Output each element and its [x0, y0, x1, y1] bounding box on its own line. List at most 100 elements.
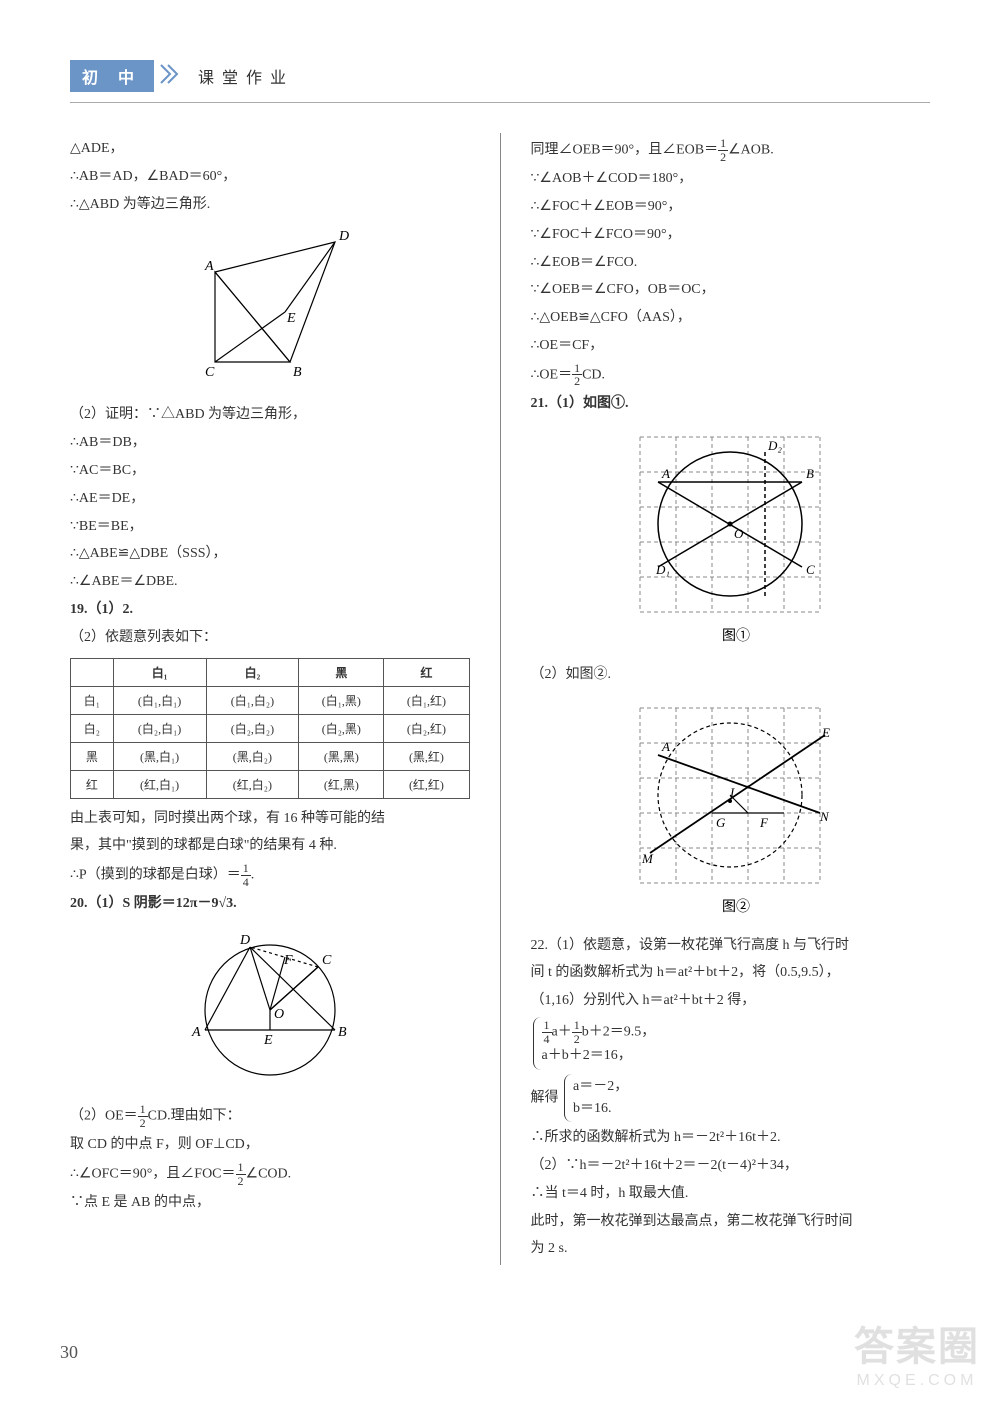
text-line: 间 t 的函数解析式为 h＝at²＋bt＋2，将（0.5,9.5）， [531, 961, 931, 985]
svg-text:D₁: D₁ [655, 562, 670, 577]
svg-text:D: D [239, 933, 250, 948]
column-divider [500, 133, 501, 1265]
figure-grid-1: A B C D₁ D₂ O 图① [531, 422, 931, 657]
table-cell: (红,白₂) [206, 770, 299, 798]
table-cell: (白₂,红) [384, 714, 469, 742]
text-line: ∴△ABE≌△DBE（SSS）， [70, 542, 470, 566]
table-cell: (黑,白₂) [206, 742, 299, 770]
svg-text:C: C [322, 953, 332, 968]
table-cell: (红,白₁) [113, 770, 206, 798]
table-cell: (白₁,白₂) [206, 686, 299, 714]
text-line: 由上表可知，同时摸出两个球，有 16 种等可能的结 [70, 807, 470, 831]
header-right: 课堂作业 [190, 64, 294, 88]
text-line: ∴AB＝DB， [70, 431, 470, 455]
text-line: 21.（1）如图①. [531, 392, 931, 416]
left-column: △ADE， ∴AB＝AD，∠BAD＝60°， ∴△ABD 为等边三角形. A B [70, 133, 470, 1265]
header-rule [70, 102, 930, 103]
svg-text:N: N [819, 809, 830, 824]
text-line: （2）如图②. [531, 663, 931, 687]
svg-text:F: F [283, 953, 293, 968]
text-line: ∵∠AOB＋∠COD＝180°， [531, 167, 931, 191]
table-cell: (白₂,白₁) [113, 714, 206, 742]
text-line: 此时，第一枚花弹到达最高点，第二枚花弹飞行时间 [531, 1210, 931, 1234]
text-line: 为 2 s. [531, 1237, 931, 1261]
svg-text:O: O [274, 1007, 284, 1022]
header-left: 初 中 [70, 60, 154, 92]
table-cell: (黑,黑) [299, 742, 384, 770]
watermark: 答案圈 MXQE.COM [854, 1314, 980, 1390]
text-line: ∴OE＝12CD. [531, 362, 931, 388]
text-line: （1,16）分别代入 h＝at²＋bt＋2 得， [531, 989, 931, 1013]
svg-text:A: A [661, 466, 670, 481]
svg-text:图①: 图① [722, 628, 750, 644]
text-line: 19.（1）2. [70, 598, 470, 622]
svg-text:C: C [205, 365, 215, 380]
svg-text:E: E [286, 311, 296, 326]
text-line: ∴∠OFC＝90°，且∠FOC＝12∠COD. [70, 1161, 470, 1187]
watermark-title: 答案圈 [854, 1314, 980, 1372]
svg-text:E: E [263, 1033, 273, 1048]
text-line: ∴AE＝DE， [70, 487, 470, 511]
figure-triangle-abcde: A B C D E [70, 222, 470, 397]
text-line: 果，其中"摸到的球都是白球"的结果有 4 种. [70, 834, 470, 858]
table-cell: 黑 [299, 658, 384, 686]
text-line: 同理∠OEB＝90°，且∠EOB＝12∠AOB. [531, 137, 931, 163]
figure-circle-abcdefo: A B C D E F O [70, 922, 470, 1097]
svg-text:D₂: D₂ [767, 438, 782, 453]
table-cell: 红 [384, 658, 469, 686]
table-cell: (白₂,黑) [299, 714, 384, 742]
text-line: （2）∵h＝－2t²＋16t＋2＝－2(t－4)²＋34， [531, 1154, 931, 1178]
table-cell [71, 658, 114, 686]
text-line: （2）证明：∵△ABD 为等边三角形， [70, 403, 470, 427]
table-cell: 黑 [71, 742, 114, 770]
text-line: ∴△OEB≌△CFO（AAS）， [531, 306, 931, 330]
svg-text:O: O [734, 526, 744, 541]
text-line: ∴∠FOC＋∠EOB＝90°， [531, 195, 931, 219]
svg-text:C: C [806, 562, 815, 577]
text-line: ∵点 E 是 AB 的中点， [70, 1191, 470, 1215]
text-line: ∴∠ABE＝∠DBE. [70, 570, 470, 594]
table-cell: 红 [71, 770, 114, 798]
table-cell: (红,黑) [299, 770, 384, 798]
text-line: ∵∠FOC＋∠FCO＝90°， [531, 223, 931, 247]
svg-text:A: A [204, 259, 214, 274]
chevron-icon [160, 64, 184, 89]
text-line: 22.（1）依题意，设第一枚花弹飞行高度 h 与飞行时 [531, 934, 931, 958]
svg-text:A: A [661, 739, 670, 754]
page-header: 初 中 课堂作业 [70, 60, 930, 92]
svg-text:G: G [716, 815, 726, 830]
text-line: △ADE， [70, 137, 470, 161]
page-number: 30 [60, 1342, 78, 1363]
text-line: ∴OE＝CF， [531, 334, 931, 358]
text-line: （2）OE＝12CD.理由如下： [70, 1103, 470, 1129]
text-line: ∴当 t＝4 时，h 取最大值. [531, 1182, 931, 1206]
table-cell: 白₂ [206, 658, 299, 686]
svg-text:M: M [641, 851, 654, 866]
table-cell: (白₁,红) [384, 686, 469, 714]
text-line: ∴△ABD 为等边三角形. [70, 193, 470, 217]
text-line: ∴P（摸到的球都是白球）＝14. [70, 862, 470, 888]
svg-text:D: D [338, 229, 349, 244]
table-cell: 白₁ [113, 658, 206, 686]
table-cell: (白₂,白₂) [206, 714, 299, 742]
svg-text:B: B [338, 1025, 347, 1040]
svg-text:I: I [729, 785, 735, 800]
table-cell: (白₁,黑) [299, 686, 384, 714]
equation-system: 14a＋12b＋2＝9.5， a＋b＋2＝16， [531, 1017, 931, 1070]
probability-table: 白₁ 白₂ 黑 红 白₁ (白₁,白₁) (白₁,白₂) (白₁,黑) (白₁,… [70, 658, 470, 799]
text-line: ∴所求的函数解析式为 h＝－2t²＋16t＋2. [531, 1126, 931, 1150]
text-line: ∴∠EOB＝∠FCO. [531, 251, 931, 275]
table-cell: 白₁ [71, 686, 114, 714]
text-line: ∵AC＝BC， [70, 459, 470, 483]
table-cell: (黑,红) [384, 742, 469, 770]
svg-text:A: A [191, 1025, 201, 1040]
text-line: 取 CD 的中点 F，则 OF⊥CD， [70, 1133, 470, 1157]
text-line: 20.（1）S 阴影＝12π－9√3. [70, 892, 470, 916]
svg-text:图②: 图② [722, 899, 750, 915]
svg-text:E: E [821, 725, 830, 740]
text-line: ∵BE＝BE， [70, 515, 470, 539]
table-cell: (红,红) [384, 770, 469, 798]
table-cell: (黑,白₁) [113, 742, 206, 770]
text-line: （2）依题意列表如下： [70, 626, 470, 650]
table-cell: 白₂ [71, 714, 114, 742]
